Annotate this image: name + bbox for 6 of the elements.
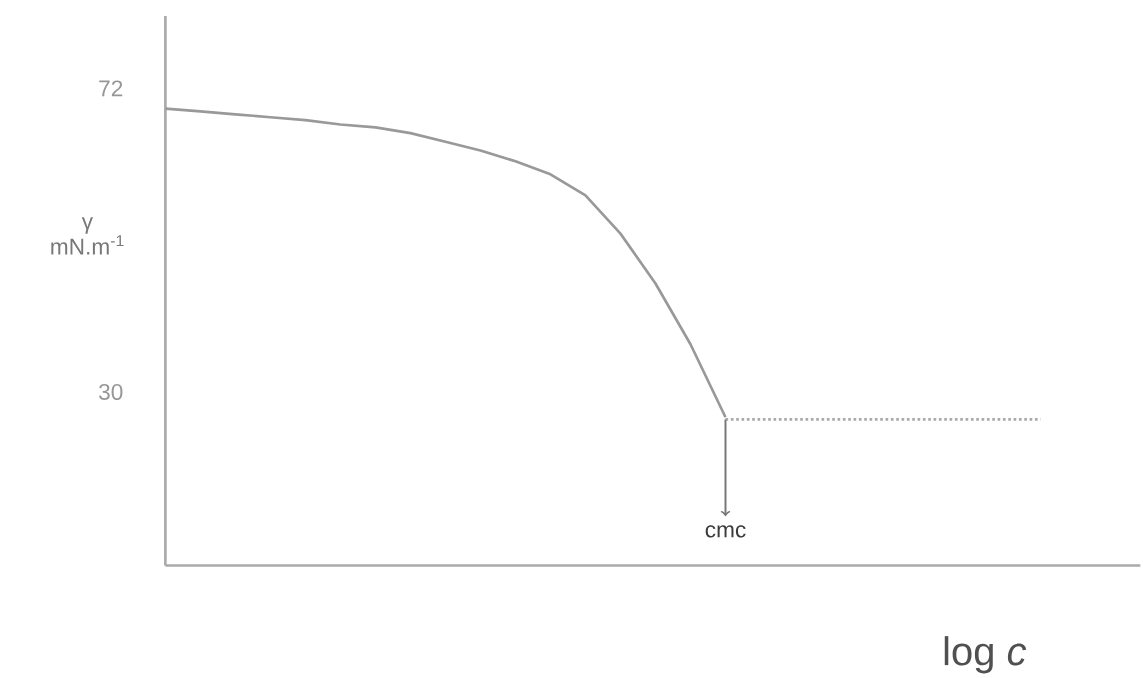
line-series — [165, 107, 727, 419]
y-axis-title: γ mN.m$^{-1}$ — [51, 217, 124, 255]
annotation: cmc — [705, 525, 746, 538]
y-tick-label: 72 — [99, 80, 123, 97]
y-tick-label: 30 — [98, 384, 123, 401]
x-axis-title: log c — [944, 636, 1027, 674]
